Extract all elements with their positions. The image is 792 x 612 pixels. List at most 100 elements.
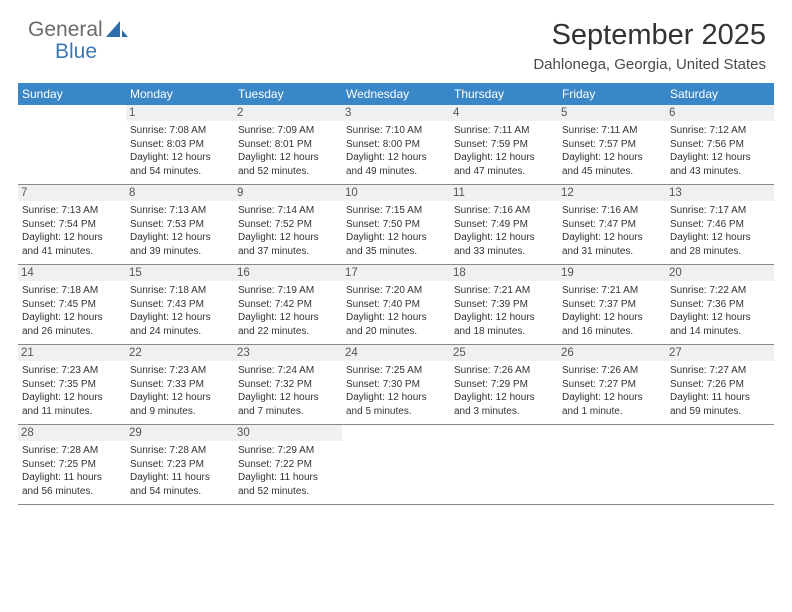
calendar-day bbox=[666, 425, 774, 504]
daylight-text-1: Daylight: 12 hours bbox=[562, 151, 662, 165]
day-number: 25 bbox=[450, 345, 558, 361]
calendar-day: 21Sunrise: 7:23 AMSunset: 7:35 PMDayligh… bbox=[18, 345, 126, 424]
sunrise-text: Sunrise: 7:18 AM bbox=[130, 284, 230, 298]
calendar-week: 14Sunrise: 7:18 AMSunset: 7:45 PMDayligh… bbox=[18, 265, 774, 345]
daylight-text-1: Daylight: 11 hours bbox=[22, 471, 122, 485]
weekday-friday: Friday bbox=[558, 83, 666, 105]
calendar-day: 3 Sunrise: 7:10 AMSunset: 8:00 PMDaylight… bbox=[342, 105, 450, 184]
calendar-week: 28Sunrise: 7:28 AMSunset: 7:25 PMDayligh… bbox=[18, 425, 774, 505]
calendar-day: 18Sunrise: 7:21 AMSunset: 7:39 PMDayligh… bbox=[450, 265, 558, 344]
calendar-day: 5Sunrise: 7:11 AMSunset: 7:57 PMDaylight… bbox=[558, 105, 666, 184]
day-number: 26 bbox=[558, 345, 666, 361]
day-info: Sunrise: 7:18 AMSunset: 7:43 PMDaylight:… bbox=[130, 284, 230, 338]
calendar-day: 29 Sunrise: 7:28 AMSunset: 7:23 PMDayligh… bbox=[126, 425, 234, 504]
page-header: September 2025 Dahlonega, Georgia, Unite… bbox=[18, 19, 774, 73]
sunset-text: Sunset: 7:36 PM bbox=[670, 298, 770, 312]
day-number: 11 bbox=[450, 185, 558, 201]
daylight-text-2: and 24 minutes. bbox=[130, 325, 230, 339]
sunset-text: Sunset: 7:57 PM bbox=[562, 138, 662, 152]
day-info: Sunrise: 7:09 AMSunset: 8:01 PMDaylight:… bbox=[238, 124, 338, 178]
daylight-text-1: Daylight: 12 hours bbox=[454, 231, 554, 245]
daylight-text-1: Daylight: 12 hours bbox=[670, 311, 770, 325]
sunrise-text: Sunrise: 7:13 AM bbox=[22, 204, 122, 218]
day-number: 16 bbox=[234, 265, 342, 281]
sunrise-text: Sunrise: 7:16 AM bbox=[562, 204, 662, 218]
sunset-text: Sunset: 7:56 PM bbox=[670, 138, 770, 152]
calendar-day: 27Sunrise: 7:27 AMSunset: 7:26 PMDayligh… bbox=[666, 345, 774, 424]
sunset-text: Sunset: 7:39 PM bbox=[454, 298, 554, 312]
weekday-monday: Monday bbox=[126, 83, 234, 105]
daylight-text-2: and 33 minutes. bbox=[454, 245, 554, 259]
sunrise-text: Sunrise: 7:23 AM bbox=[130, 364, 230, 378]
sunrise-text: Sunrise: 7:16 AM bbox=[454, 204, 554, 218]
sunset-text: Sunset: 7:52 PM bbox=[238, 218, 338, 232]
daylight-text-1: Daylight: 12 hours bbox=[22, 311, 122, 325]
calendar-day: 6Sunrise: 7:12 AMSunset: 7:56 PMDaylight… bbox=[666, 105, 774, 184]
daylight-text-2: and 14 minutes. bbox=[670, 325, 770, 339]
daylight-text-1: Daylight: 12 hours bbox=[238, 151, 338, 165]
calendar-day: 22Sunrise: 7:23 AMSunset: 7:33 PMDayligh… bbox=[126, 345, 234, 424]
daylight-text-1: Daylight: 12 hours bbox=[238, 391, 338, 405]
daylight-text-1: Daylight: 12 hours bbox=[346, 151, 446, 165]
day-info: Sunrise: 7:12 AMSunset: 7:56 PMDaylight:… bbox=[670, 124, 770, 178]
day-number: 20 bbox=[666, 265, 774, 281]
calendar-day bbox=[18, 105, 126, 184]
weekday-header-row: Sunday Monday Tuesday Wednesday Thursday… bbox=[18, 83, 774, 105]
daylight-text-2: and 28 minutes. bbox=[670, 245, 770, 259]
daylight-text-1: Daylight: 12 hours bbox=[346, 391, 446, 405]
calendar-day: 2Sunrise: 7:09 AMSunset: 8:01 PMDaylight… bbox=[234, 105, 342, 184]
day-number: 4 bbox=[450, 105, 558, 121]
day-info: Sunrise: 7:11 AMSunset: 7:59 PMDaylight:… bbox=[454, 124, 554, 178]
day-info: Sunrise: 7:28 AMSunset: 7:23 PMDaylight:… bbox=[130, 444, 230, 498]
sunset-text: Sunset: 7:46 PM bbox=[670, 218, 770, 232]
sunset-text: Sunset: 7:43 PM bbox=[130, 298, 230, 312]
daylight-text-2: and 49 minutes. bbox=[346, 165, 446, 179]
sunset-text: Sunset: 7:47 PM bbox=[562, 218, 662, 232]
day-number: 30 bbox=[234, 425, 342, 441]
brand-logo: General Blue bbox=[28, 18, 128, 42]
calendar-day: 9Sunrise: 7:14 AMSunset: 7:52 PMDaylight… bbox=[234, 185, 342, 264]
daylight-text-1: Daylight: 12 hours bbox=[130, 231, 230, 245]
day-number: 3 bbox=[342, 105, 450, 121]
day-info: Sunrise: 7:15 AMSunset: 7:50 PMDaylight:… bbox=[346, 204, 446, 258]
calendar-day: 14Sunrise: 7:18 AMSunset: 7:45 PMDayligh… bbox=[18, 265, 126, 344]
daylight-text-2: and 52 minutes. bbox=[238, 165, 338, 179]
day-number: 5 bbox=[558, 105, 666, 121]
calendar-day: 12Sunrise: 7:16 AMSunset: 7:47 PMDayligh… bbox=[558, 185, 666, 264]
daylight-text-2: and 22 minutes. bbox=[238, 325, 338, 339]
calendar-day: 15 Sunrise: 7:18 AMSunset: 7:43 PMDayligh… bbox=[126, 265, 234, 344]
calendar-day: 1Sunrise: 7:08 AMSunset: 8:03 PMDaylight… bbox=[126, 105, 234, 184]
daylight-text-1: Daylight: 11 hours bbox=[670, 391, 770, 405]
day-number: 1 bbox=[126, 105, 234, 121]
day-number: 19 bbox=[558, 265, 666, 281]
sunrise-text: Sunrise: 7:22 AM bbox=[670, 284, 770, 298]
sunrise-text: Sunrise: 7:27 AM bbox=[670, 364, 770, 378]
logo-sail-icon bbox=[106, 21, 128, 39]
daylight-text-2: and 5 minutes. bbox=[346, 405, 446, 419]
day-info: Sunrise: 7:10 AMSunset: 8:00 PMDaylight:… bbox=[346, 124, 446, 178]
daylight-text-1: Daylight: 11 hours bbox=[238, 471, 338, 485]
daylight-text-1: Daylight: 12 hours bbox=[454, 391, 554, 405]
day-number: 15 bbox=[126, 265, 234, 281]
daylight-text-2: and 18 minutes. bbox=[454, 325, 554, 339]
daylight-text-1: Daylight: 11 hours bbox=[130, 471, 230, 485]
day-info: Sunrise: 7:18 AMSunset: 7:45 PMDaylight:… bbox=[22, 284, 122, 338]
calendar-day: 8Sunrise: 7:13 AMSunset: 7:53 PMDaylight… bbox=[126, 185, 234, 264]
sunset-text: Sunset: 7:45 PM bbox=[22, 298, 122, 312]
sunrise-text: Sunrise: 7:20 AM bbox=[346, 284, 446, 298]
day-info: Sunrise: 7:16 AMSunset: 7:49 PMDaylight:… bbox=[454, 204, 554, 258]
day-info: Sunrise: 7:26 AMSunset: 7:27 PMDaylight:… bbox=[562, 364, 662, 418]
sunset-text: Sunset: 7:33 PM bbox=[130, 378, 230, 392]
sunrise-text: Sunrise: 7:11 AM bbox=[454, 124, 554, 138]
daylight-text-1: Daylight: 12 hours bbox=[238, 231, 338, 245]
day-number: 29 bbox=[126, 425, 234, 441]
day-info: Sunrise: 7:29 AMSunset: 7:22 PMDaylight:… bbox=[238, 444, 338, 498]
weekday-thursday: Thursday bbox=[450, 83, 558, 105]
sunset-text: Sunset: 7:26 PM bbox=[670, 378, 770, 392]
weekday-wednesday: Wednesday bbox=[342, 83, 450, 105]
weekday-sunday: Sunday bbox=[18, 83, 126, 105]
sunrise-text: Sunrise: 7:21 AM bbox=[562, 284, 662, 298]
day-number: 18 bbox=[450, 265, 558, 281]
weekday-saturday: Saturday bbox=[666, 83, 774, 105]
daylight-text-2: and 37 minutes. bbox=[238, 245, 338, 259]
